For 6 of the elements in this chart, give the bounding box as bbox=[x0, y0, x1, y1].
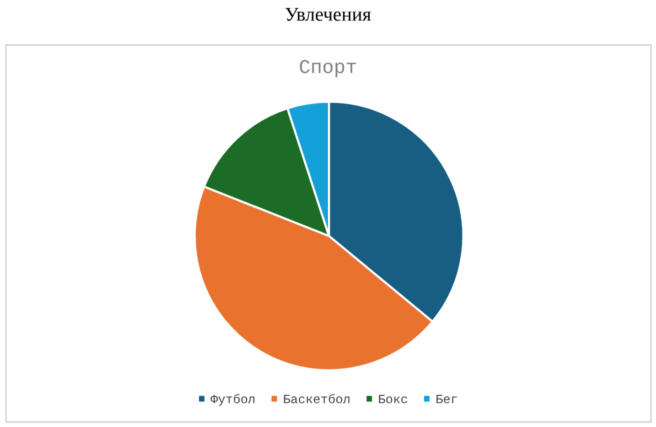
legend-label: Бег bbox=[436, 394, 457, 404]
chart-title: Увлечения bbox=[285, 8, 371, 21]
legend-label: Бокс bbox=[378, 394, 408, 404]
legend-label: Футбол bbox=[210, 394, 254, 406]
chart-subtitle: Спорт bbox=[300, 60, 356, 78]
legend-label: Баскетбол bbox=[284, 394, 350, 404]
